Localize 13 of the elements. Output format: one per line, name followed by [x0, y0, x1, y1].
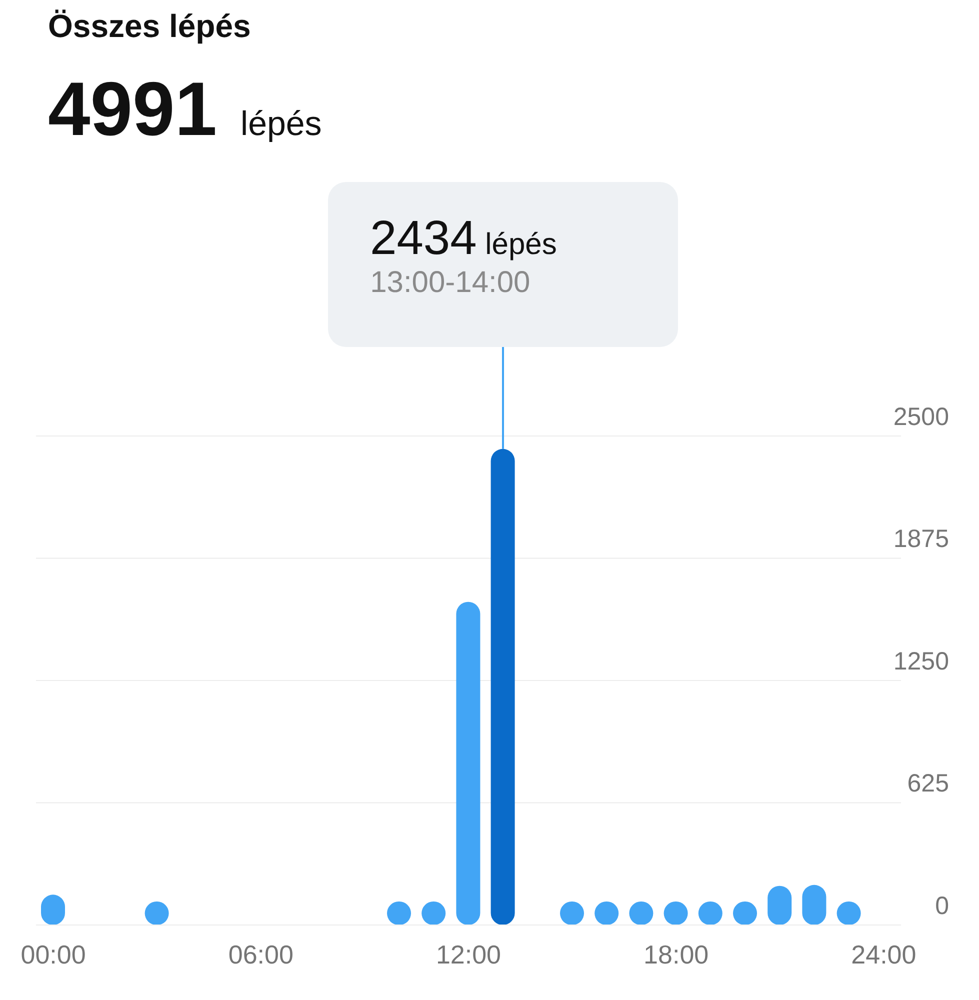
x-tick-label: 18:00 — [644, 939, 709, 970]
x-tick-label: 00:00 — [20, 939, 86, 970]
y-tick-label: 1875 — [893, 525, 949, 554]
y-tick-label: 0 — [935, 892, 949, 920]
chart-subtitle: 4991 lépés — [48, 67, 322, 152]
x-tick-label: 06:00 — [228, 939, 294, 970]
x-tick-label: 24:00 — [851, 939, 916, 970]
chart-title: Összes lépés — [48, 8, 252, 45]
tooltip-callout: 2434 lépés 13:00-14:00 — [328, 182, 678, 449]
y-tick-label: 1250 — [893, 647, 949, 676]
y-tick-label: 2500 — [893, 402, 949, 431]
x-tick-label: 12:00 — [436, 939, 502, 970]
y-tick-label: 625 — [907, 770, 949, 798]
